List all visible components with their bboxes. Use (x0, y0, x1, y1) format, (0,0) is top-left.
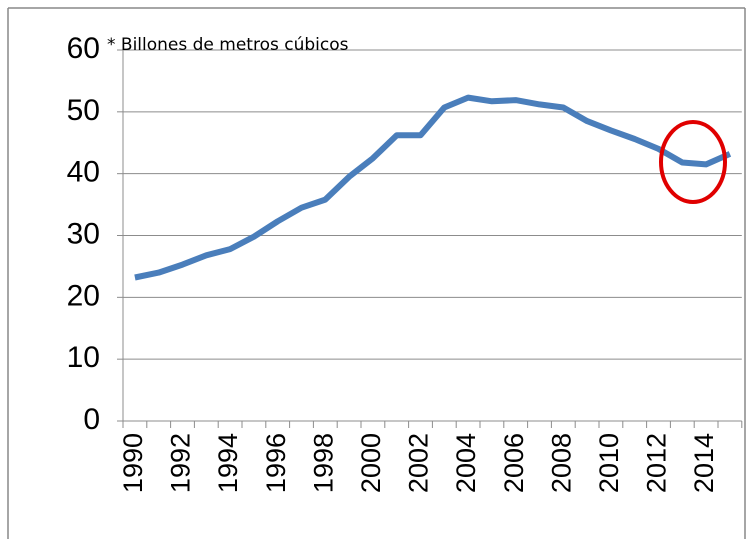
y-tick-label: 10 (67, 341, 100, 374)
x-tick-label: 1994 (213, 433, 243, 493)
x-tick-label: 2010 (594, 433, 624, 493)
x-tick-label: 2002 (404, 433, 434, 493)
data-line (134, 94, 732, 281)
plot (134, 94, 732, 281)
x-tick-label: 1992 (166, 433, 196, 493)
x-tick-label: 2008 (546, 433, 576, 493)
y-tick-label: 60 (67, 32, 100, 65)
x-tick-label: 2006 (499, 433, 529, 493)
y-tick-label: 20 (67, 279, 100, 312)
y-tick-label: 0 (83, 403, 100, 436)
highlight-circle (659, 120, 727, 204)
x-tick-label: 2012 (642, 433, 672, 493)
annotation: * Billones de metros cúbicos (107, 35, 349, 55)
grid (117, 49, 743, 428)
x-tick-label: 1996 (261, 433, 291, 493)
y-tick-label: 30 (67, 217, 100, 250)
x-tick-label: 2004 (451, 433, 481, 493)
x-tick-label: 1990 (118, 433, 148, 493)
x-tick-label: 1998 (308, 433, 338, 493)
y-tick-label: 40 (67, 156, 100, 189)
x-tick-label: 2014 (689, 433, 719, 493)
x-tick-label: 2000 (356, 433, 386, 493)
y-tick-label: 50 (67, 94, 100, 127)
